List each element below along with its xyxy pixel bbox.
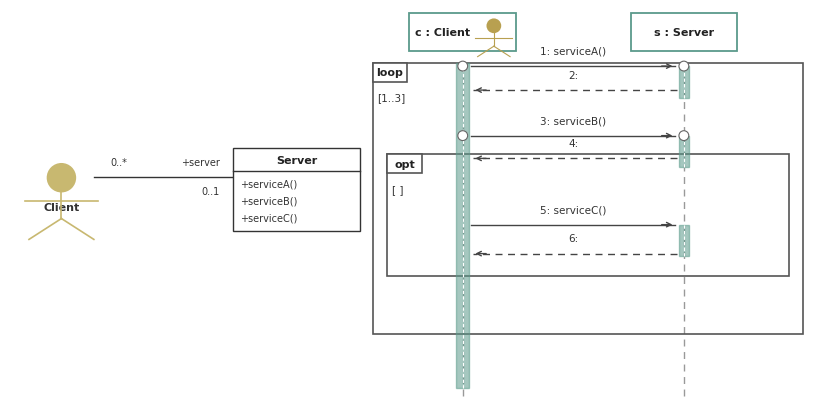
Text: 2:: 2: — [568, 71, 578, 81]
Text: s : Server: s : Server — [654, 28, 714, 38]
Text: Server: Server — [276, 155, 318, 165]
Text: +serviceA(): +serviceA() — [240, 179, 297, 189]
Text: c : Client: c : Client — [414, 28, 470, 38]
Text: +serviceC(): +serviceC() — [240, 213, 297, 223]
Ellipse shape — [679, 62, 689, 72]
Bar — [678, 225, 690, 256]
Text: 0..*: 0..* — [111, 157, 127, 167]
Ellipse shape — [458, 62, 468, 72]
Ellipse shape — [486, 19, 501, 34]
Text: Client: Client — [43, 202, 79, 212]
Text: 1: serviceA(): 1: serviceA() — [541, 47, 606, 57]
Text: 3: serviceB(): 3: serviceB() — [541, 116, 606, 126]
Text: [1..3]: [1..3] — [378, 93, 405, 103]
Text: +server: +server — [181, 157, 219, 167]
Text: 4:: 4: — [568, 139, 578, 149]
Ellipse shape — [679, 131, 689, 141]
Bar — [373, 64, 407, 83]
Ellipse shape — [47, 164, 76, 193]
Text: [ ]: [ ] — [392, 184, 404, 194]
Bar — [387, 155, 789, 277]
Text: loop: loop — [377, 68, 403, 78]
Bar — [233, 149, 360, 231]
Bar — [678, 67, 690, 99]
Bar — [678, 136, 690, 167]
Text: opt: opt — [394, 159, 415, 169]
Bar — [410, 14, 516, 52]
Bar — [387, 155, 422, 173]
Bar — [373, 64, 803, 335]
Ellipse shape — [458, 131, 468, 141]
Bar — [456, 64, 469, 388]
Bar — [631, 14, 737, 52]
Text: 6:: 6: — [568, 234, 578, 244]
Text: 0..1: 0..1 — [201, 187, 219, 197]
Text: 5: serviceC(): 5: serviceC() — [540, 205, 607, 215]
Text: +serviceB(): +serviceB() — [240, 196, 297, 206]
